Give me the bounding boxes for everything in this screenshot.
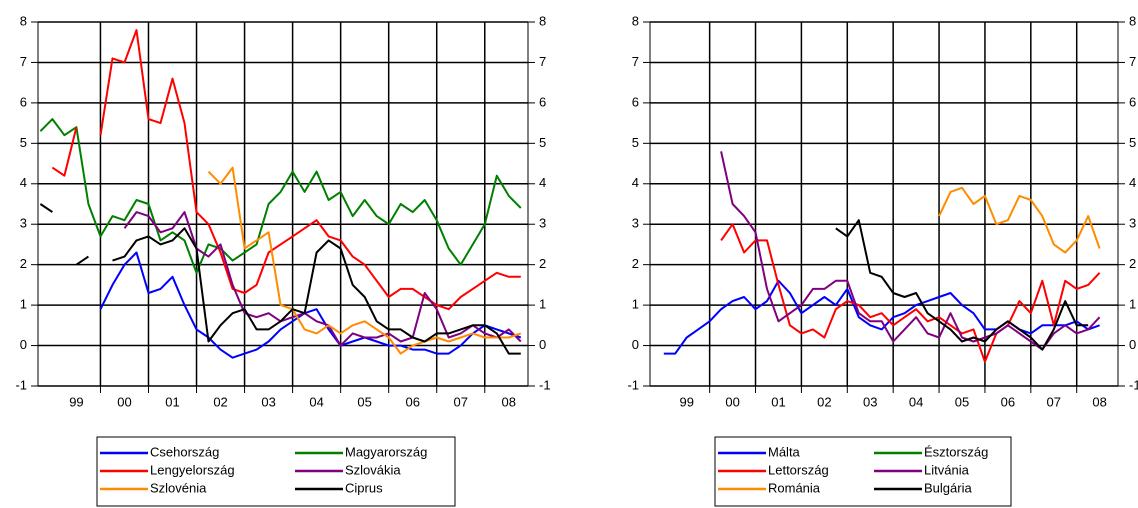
legend-label: Málta xyxy=(768,444,801,459)
x-tick-label: 99 xyxy=(679,394,693,409)
y2-tick-label: 3 xyxy=(1129,216,1136,231)
y2-tick-label: 3 xyxy=(539,216,546,231)
y2-tick-label: -1 xyxy=(539,377,551,392)
y-tick-label: 3 xyxy=(20,216,27,231)
legend-label: Magyarország xyxy=(345,444,427,459)
series-line xyxy=(720,151,1101,351)
x-tick-label: 05 xyxy=(955,394,969,409)
y-tick-label: 3 xyxy=(632,216,639,231)
legend-label: Ciprus xyxy=(345,480,383,495)
y2-tick-label: 6 xyxy=(539,94,546,109)
series-line xyxy=(123,211,522,347)
y2-tick-label: -1 xyxy=(1129,377,1138,392)
y2-tick-label: 2 xyxy=(1129,256,1136,271)
x-tick-label: 08 xyxy=(1092,394,1106,409)
x-tick-label: 07 xyxy=(1047,394,1061,409)
y-tick-label: 0 xyxy=(20,337,27,352)
x-tick-label: 08 xyxy=(502,394,516,409)
x-tick-label: 06 xyxy=(405,394,419,409)
x-tick-label: 02 xyxy=(817,394,831,409)
legend-label: Lengyelország xyxy=(150,462,235,477)
y2-tick-label: 4 xyxy=(1129,175,1136,190)
legend-label: Észtország xyxy=(924,444,988,459)
y2-tick-label: 8 xyxy=(1129,13,1136,28)
x-tick-label: 07 xyxy=(454,394,468,409)
legend-label: Lettország xyxy=(768,462,829,477)
y-tick-label: -1 xyxy=(627,377,639,392)
y-tick-label: 7 xyxy=(632,54,639,69)
legend-label: Románia xyxy=(768,480,821,495)
y2-tick-label: 0 xyxy=(539,337,546,352)
series-line xyxy=(207,166,522,355)
y2-tick-label: 4 xyxy=(539,175,546,190)
x-tick-label: 99 xyxy=(69,394,83,409)
x-tick-label: 03 xyxy=(261,394,275,409)
y2-tick-label: 2 xyxy=(539,256,546,271)
x-tick-label: 03 xyxy=(863,394,877,409)
legend-label: Bulgária xyxy=(924,480,972,495)
x-tick-label: 01 xyxy=(165,394,179,409)
y-tick-label: 5 xyxy=(20,135,27,150)
y-tick-label: 2 xyxy=(632,256,639,271)
x-tick-label: 06 xyxy=(1001,394,1015,409)
y-tick-label: -1 xyxy=(15,377,27,392)
y2-tick-label: 1 xyxy=(539,297,546,312)
y2-tick-label: 7 xyxy=(1129,54,1136,69)
y-tick-label: 6 xyxy=(20,94,27,109)
legend-label: Szlovénia xyxy=(150,480,207,495)
x-tick-label: 04 xyxy=(309,394,323,409)
y2-tick-label: 8 xyxy=(539,13,546,28)
y2-tick-label: 7 xyxy=(539,54,546,69)
y-tick-label: 0 xyxy=(632,337,639,352)
y-tick-label: 4 xyxy=(20,175,27,190)
series-line xyxy=(938,186,1101,254)
y2-tick-label: 0 xyxy=(1129,337,1136,352)
x-tick-label: 00 xyxy=(725,394,739,409)
y-tick-label: 1 xyxy=(632,297,639,312)
y2-tick-label: 5 xyxy=(539,135,546,150)
plot-frame xyxy=(37,21,529,387)
legend-label: Szlovákia xyxy=(345,462,401,477)
legend-label: Litvánia xyxy=(924,462,970,477)
series-line xyxy=(51,29,521,311)
series-line xyxy=(835,219,1089,351)
y2-tick-label: 5 xyxy=(1129,135,1136,150)
series-line xyxy=(663,279,1100,355)
y-tick-label: 8 xyxy=(20,13,27,28)
y-tick-label: 8 xyxy=(632,13,639,28)
series-line xyxy=(720,223,1101,363)
y2-tick-label: 1 xyxy=(1129,297,1136,312)
series-line xyxy=(99,251,522,359)
legend-box xyxy=(96,436,456,507)
x-tick-label: 04 xyxy=(909,394,923,409)
legend-label: Csehország xyxy=(150,444,219,459)
y-tick-label: 4 xyxy=(632,175,639,190)
y-tick-label: 1 xyxy=(20,297,27,312)
y-tick-label: 2 xyxy=(20,256,27,271)
x-tick-label: 02 xyxy=(213,394,227,409)
plot-frame xyxy=(649,21,1119,387)
x-tick-label: 00 xyxy=(117,394,131,409)
y2-tick-label: 6 xyxy=(1129,94,1136,109)
series-line xyxy=(39,203,521,355)
series-line xyxy=(39,118,522,274)
y-tick-label: 5 xyxy=(632,135,639,150)
y-tick-label: 7 xyxy=(20,54,27,69)
y-tick-label: 6 xyxy=(632,94,639,109)
x-tick-label: 01 xyxy=(771,394,785,409)
x-tick-label: 05 xyxy=(357,394,371,409)
